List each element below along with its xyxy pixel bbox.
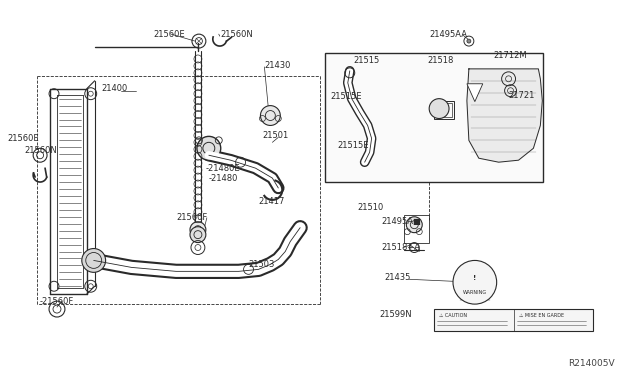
Text: 21518+A: 21518+A bbox=[381, 243, 420, 252]
Circle shape bbox=[190, 227, 206, 243]
Polygon shape bbox=[467, 69, 542, 162]
Text: 21515E: 21515E bbox=[338, 141, 369, 150]
Circle shape bbox=[260, 106, 280, 125]
Bar bbox=[325, 53, 543, 182]
Text: 21501: 21501 bbox=[262, 131, 289, 140]
Text: 21430: 21430 bbox=[264, 61, 291, 70]
Polygon shape bbox=[467, 84, 483, 102]
Text: 21510: 21510 bbox=[358, 203, 384, 212]
Circle shape bbox=[82, 248, 106, 272]
Text: R214005V: R214005V bbox=[568, 359, 615, 368]
Text: 21560E: 21560E bbox=[153, 30, 185, 39]
Text: 21400: 21400 bbox=[102, 84, 128, 93]
Circle shape bbox=[197, 137, 221, 160]
Text: -21480E: -21480E bbox=[206, 164, 241, 173]
Bar bbox=[434, 101, 454, 119]
Text: 21503: 21503 bbox=[248, 260, 275, 269]
Text: 21560F: 21560F bbox=[176, 213, 207, 222]
Circle shape bbox=[453, 260, 497, 304]
Bar bbox=[404, 215, 429, 243]
Text: !: ! bbox=[473, 275, 476, 281]
Text: 21515E: 21515E bbox=[330, 92, 362, 101]
Text: 21560N: 21560N bbox=[221, 30, 253, 39]
Circle shape bbox=[429, 99, 449, 119]
Text: 21495A■: 21495A■ bbox=[381, 217, 421, 226]
Text: -21560F: -21560F bbox=[39, 296, 74, 306]
Text: 21435: 21435 bbox=[385, 273, 411, 282]
Text: 21721: 21721 bbox=[509, 91, 535, 100]
Text: ⚠ MISE EN GARDE: ⚠ MISE EN GARDE bbox=[518, 312, 564, 318]
Circle shape bbox=[190, 222, 206, 238]
Circle shape bbox=[467, 39, 471, 43]
Text: ⚠ CAUTION: ⚠ CAUTION bbox=[439, 312, 467, 318]
Text: -21480: -21480 bbox=[209, 174, 238, 183]
Text: 21417: 21417 bbox=[259, 198, 285, 206]
Text: 21599N: 21599N bbox=[380, 310, 412, 318]
Bar bbox=[434, 309, 593, 331]
Text: WARNING: WARNING bbox=[463, 290, 487, 295]
Text: 21518: 21518 bbox=[427, 57, 454, 65]
Text: 21560N: 21560N bbox=[24, 146, 57, 155]
Text: 21495AA: 21495AA bbox=[429, 30, 467, 39]
Text: 21515: 21515 bbox=[354, 57, 380, 65]
Text: 21712M: 21712M bbox=[493, 51, 527, 61]
Circle shape bbox=[406, 217, 422, 232]
Text: 21560E: 21560E bbox=[7, 134, 39, 143]
Bar bbox=[436, 103, 452, 116]
